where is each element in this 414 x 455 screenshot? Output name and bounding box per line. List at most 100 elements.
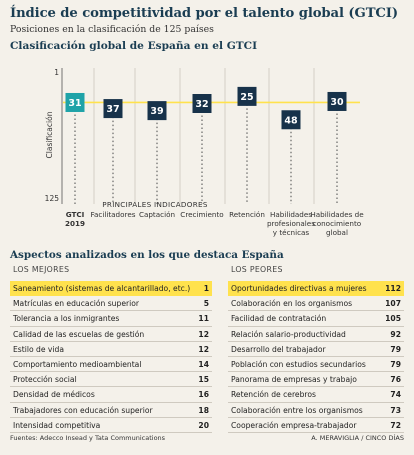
list-row: Relación salario-productividad 92 (228, 327, 404, 342)
rank-marker (147, 101, 167, 121)
row-value: 16 (198, 390, 209, 400)
rank-marker (327, 91, 347, 111)
row-value: 112 (385, 284, 401, 293)
row-value: 12 (198, 329, 209, 339)
row-value: 5 (203, 299, 209, 309)
list-row: Saneamiento (sistemas de alcantarillado,… (10, 281, 212, 297)
rank-marker (103, 99, 123, 119)
rank-marker (192, 94, 212, 113)
row-label: Matrículas en educación superior (13, 299, 139, 309)
rank-marker (237, 86, 257, 106)
chart-section-title: Clasificación global de España en el GTC… (10, 40, 258, 52)
page-subtitle: Posiciones en la clasificación de 125 pa… (10, 24, 214, 35)
y-axis-label: Clasificación (45, 111, 54, 158)
row-label: Colaboración en los organismos (231, 299, 353, 309)
rank-value: 25 (240, 92, 253, 103)
category-label: Habilidades (270, 210, 312, 219)
list-row: Panorama de empresas y trabajo 76 (228, 372, 404, 388)
row-label: Trabajadores con educación superior (13, 405, 153, 415)
row-label: Facilidad de contratación (231, 314, 327, 324)
list-row: Estilo de vida 12 (10, 342, 212, 357)
row-label: Tolerancia a los inmigrantes (13, 314, 120, 324)
list-row: Matrículas en educación superior 5 (10, 296, 212, 312)
credit-note: A. MERAVIGLIA / CINCO DÍAS (311, 434, 404, 442)
rank-marker (65, 92, 85, 112)
row-value: 12 (198, 344, 209, 354)
best-list: Saneamiento (sistemas de alcantarillado,… (10, 281, 212, 433)
rank-marker (281, 110, 301, 130)
row-label: Intensidad competitiva (13, 420, 101, 430)
group-label: PRINCIPALES INDICADORES (102, 200, 208, 209)
list-row: Calidad de las escuelas de gestión 12 (10, 327, 212, 342)
row-value: 79 (390, 359, 401, 369)
row-value: 20 (198, 420, 209, 430)
row-label: Población con estudios secundarios (231, 359, 366, 369)
row-value: 11 (198, 314, 209, 324)
list-row: Comportamiento medioambiental 14 (10, 357, 212, 373)
row-value: 14 (198, 359, 209, 369)
category-label: GTCI (66, 210, 85, 219)
row-value: 74 (390, 390, 401, 400)
row-value: 76 (390, 375, 401, 385)
row-value: 107 (385, 299, 401, 309)
list-row: Trabajadores con educación superior 18 (10, 403, 212, 418)
rank-value: 48 (284, 115, 298, 126)
row-label: Comportamiento medioambiental (13, 359, 142, 369)
y-tick-label: 125 (45, 194, 60, 203)
worst-heading: LOS PEORES (231, 265, 283, 274)
row-value: 15 (198, 375, 209, 385)
row-label: Colaboración entre los organismos (231, 405, 363, 415)
rank-value: 37 (106, 104, 119, 115)
category-label: y técnicas (273, 228, 310, 237)
row-label: Estilo de vida (13, 344, 64, 354)
list-row: Población con estudios secundarios 79 (228, 357, 404, 373)
category-label: Crecimiento (180, 210, 223, 219)
worst-list: Oportunidades directivas a mujeres 112 Col… (228, 281, 404, 433)
rank-value: 39 (150, 106, 163, 117)
category-label: Facilitadores (91, 210, 136, 219)
category-label: Retención (229, 210, 265, 219)
aspects-section-title: Aspectos analizados en los que destaca E… (10, 249, 284, 261)
row-label: Relación salario-productividad (231, 329, 346, 339)
list-row: Cooperación empresa-trabajador 72 (228, 418, 404, 433)
category-label: 2019 (65, 219, 85, 228)
category-label: conocimiento (313, 219, 361, 228)
list-row: Colaboración entre los organismos 73 (228, 403, 404, 418)
list-row: Colaboración en los organismos 107 (228, 296, 404, 312)
list-row: Oportunidades directivas a mujeres 112 (228, 281, 404, 297)
list-row: Protección social 15 (10, 372, 212, 388)
row-label: Saneamiento (sistemas de alcantarillado,… (13, 284, 191, 293)
row-label: Desarrollo del trabajador (231, 344, 326, 354)
list-row: Densidad de médicos 16 (10, 387, 212, 403)
category-label: global (326, 228, 348, 237)
row-value: 79 (390, 344, 401, 354)
list-row: Intensidad competitiva 20 (10, 418, 212, 433)
row-label: Protección social (13, 375, 77, 385)
list-row: Retención de cerebros 74 (228, 387, 404, 403)
row-value: 18 (198, 405, 209, 415)
list-row: Tolerancia a los inmigrantes 11 (10, 311, 212, 327)
row-value: 92 (390, 329, 401, 339)
best-heading: LOS MEJORES (13, 265, 70, 274)
row-label: Cooperación empresa-trabajador (231, 420, 357, 430)
source-note: Fuentes: Adecco Insead y Tata Communicat… (10, 434, 166, 442)
category-label: Captación (139, 210, 175, 219)
row-value: 1 (203, 284, 209, 293)
rank-value: 32 (195, 99, 208, 110)
list-row: Desarrollo del trabajador 79 (228, 342, 404, 357)
row-label: Densidad de médicos (13, 390, 95, 400)
ranking-chart: 1 125 Clasificación 31 37 39 32 25 48 30 PRINCIPAL… (45, 68, 364, 237)
row-label: Retención de cerebros (231, 390, 316, 400)
row-label: Panorama de empresas y trabajo (231, 375, 357, 385)
rank-value: 30 (330, 97, 344, 108)
page-title: Índice de competitividad por el talento … (10, 6, 399, 21)
row-value: 105 (385, 314, 401, 324)
list-row: Facilidad de contratación 105 (228, 311, 404, 327)
category-label: Habilidades de (310, 210, 364, 219)
row-value: 72 (390, 420, 401, 430)
row-label: Calidad de las escuelas de gestión (13, 329, 145, 339)
row-value: 73 (390, 405, 401, 415)
row-label: Oportunidades directivas a mujeres (231, 284, 367, 293)
y-tick-label: 1 (54, 68, 59, 77)
